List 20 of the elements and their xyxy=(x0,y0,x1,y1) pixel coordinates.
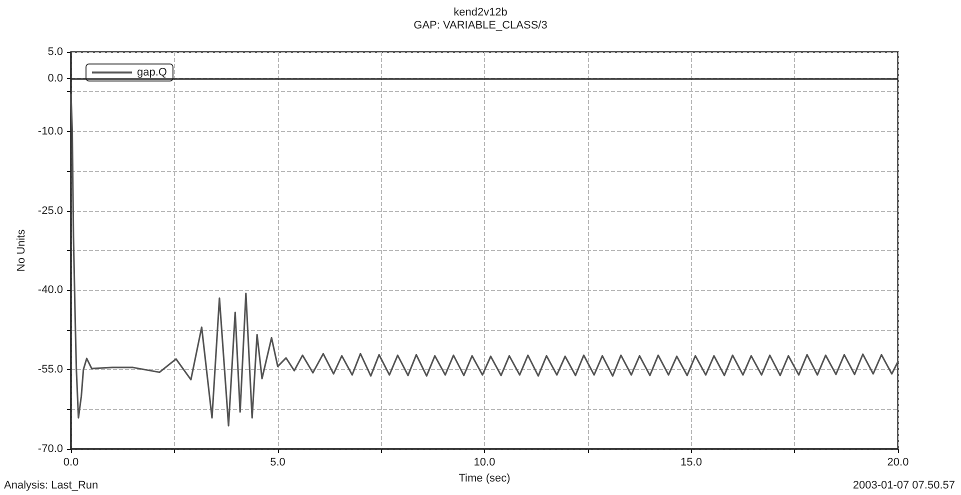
y-axis-title: No Units xyxy=(16,228,28,272)
x-tick-label: 5.0 xyxy=(270,456,286,468)
chart-title: kend2v12b xyxy=(454,6,508,18)
legend-label: gap.Q xyxy=(137,66,168,78)
y-tick-label: -55.0 xyxy=(38,364,63,376)
x-tick-label: 15.0 xyxy=(680,456,702,468)
y-tick-label: -70.0 xyxy=(38,443,63,455)
x-tick-label: 20.0 xyxy=(887,456,909,468)
y-tick-label: 5.0 xyxy=(48,46,63,58)
chart-subtitle: GAP: VARIABLE_CLASS/3 xyxy=(414,20,548,32)
y-tick-label: 0.0 xyxy=(48,72,63,84)
text: Analysis: Last_Run xyxy=(4,480,98,492)
y-tick-label: -25.0 xyxy=(38,204,63,217)
y-tick-label: -10.0 xyxy=(38,125,63,138)
text: 2003-01-07 07.50.57 xyxy=(852,480,956,492)
x-tick-label: 10.0 xyxy=(474,456,496,468)
line-series xyxy=(70,94,899,427)
x-tick-label: 0.0 xyxy=(63,456,79,468)
y-tick-label: -40.0 xyxy=(38,284,63,296)
x-axis-title: Time (sec) xyxy=(458,472,510,484)
